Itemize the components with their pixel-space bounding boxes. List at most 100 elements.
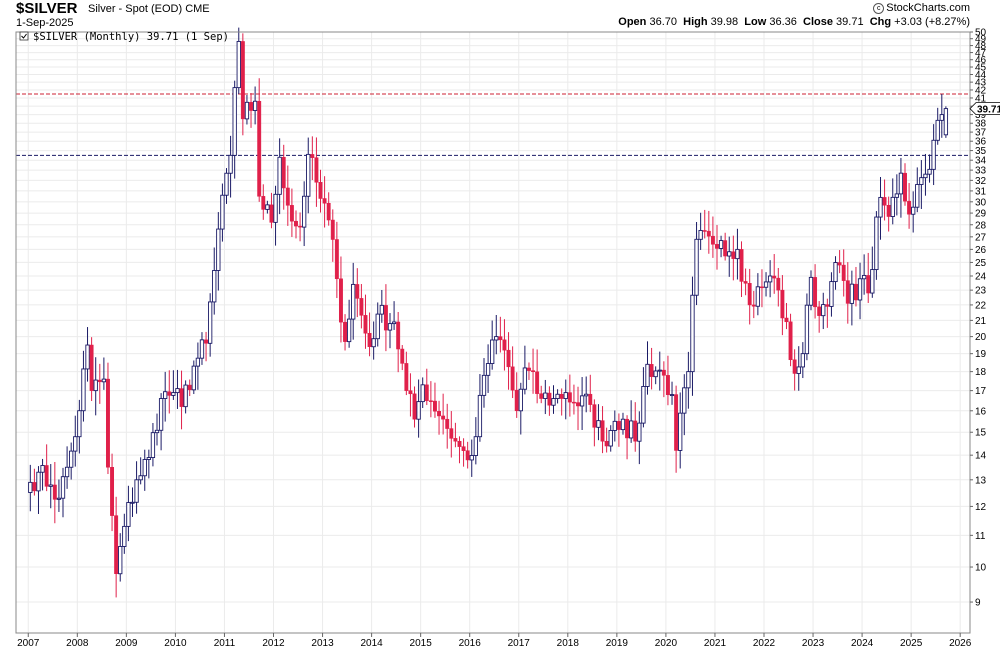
y-tick-label: 39 (975, 110, 987, 121)
y-tick-label: 47 (975, 48, 987, 59)
candle-body (629, 420, 634, 439)
candle-body (371, 338, 376, 348)
candle-body (751, 304, 756, 307)
x-tick-label: 2024 (851, 638, 874, 649)
candle-body (318, 182, 323, 199)
candle-body (346, 318, 352, 343)
y-tick-label: 32 (975, 176, 987, 187)
candle-body (469, 455, 474, 461)
candle-body (69, 450, 74, 468)
candle-body (187, 384, 192, 391)
candle-body (465, 450, 470, 461)
candle-body (616, 421, 621, 430)
candle-body (784, 317, 789, 323)
candle-body (167, 391, 172, 396)
reference-lines (16, 93, 970, 156)
candle-body (28, 481, 33, 493)
low-label: Low (744, 16, 767, 28)
y-tick-label: 45 (975, 63, 987, 74)
y-tick-label: 14 (975, 451, 987, 462)
candle-body (110, 467, 115, 516)
candle-body (142, 459, 147, 477)
candle-body (494, 336, 499, 341)
copyright-icon: c (873, 3, 885, 14)
candle-body (281, 157, 286, 189)
candle-body (416, 401, 421, 420)
candle-body (199, 339, 205, 359)
candle-body (903, 172, 907, 202)
y-tick-label: 43 (975, 78, 987, 89)
candle-body (449, 428, 454, 439)
candle-body (661, 369, 666, 376)
y-tick-label: 26 (975, 245, 987, 256)
candle-body (923, 173, 928, 179)
candle-body (702, 230, 707, 232)
candle-body (453, 438, 458, 442)
candle-body (208, 301, 213, 344)
candle-body (845, 280, 850, 304)
candle-body (620, 418, 626, 431)
candle-body (861, 274, 867, 280)
candle-body (257, 100, 262, 197)
candle-body (608, 430, 613, 447)
candle-body (800, 353, 805, 368)
candle-body (289, 205, 294, 222)
ohlc-readout: Open 36.70 High 39.98 Low 36.36 Close 39… (618, 16, 970, 28)
candle-body (424, 384, 429, 401)
candle-body (216, 228, 221, 271)
candle-body (158, 398, 164, 431)
y-tick-label: 50 (975, 28, 987, 39)
y-tick-label: 15 (975, 428, 987, 439)
open-label: Open (618, 16, 647, 28)
x-tick-label: 2013 (311, 638, 334, 649)
candle-body (915, 184, 920, 208)
last-price-label: 39.71 (977, 105, 1000, 116)
candle-body (412, 393, 417, 420)
candle-body (236, 40, 241, 89)
candle-body (625, 418, 630, 439)
candle-body (244, 101, 250, 120)
x-tick-label: 2016 (459, 638, 482, 649)
x-tick-label: 2020 (655, 638, 678, 649)
candle-body (531, 370, 536, 373)
candle-body (146, 457, 151, 460)
symbol-title: $SILVER (16, 0, 78, 17)
candle-body (252, 100, 258, 111)
candle-body (718, 240, 724, 249)
high-value: 39.98 (710, 16, 739, 28)
candle-body (535, 371, 540, 394)
y-tick-label: 21 (975, 316, 987, 327)
candle-body (804, 304, 810, 355)
candle-body (833, 262, 838, 283)
candle-body (735, 248, 740, 260)
candle-body (134, 479, 139, 503)
candle-body (400, 348, 405, 364)
candle-body (882, 197, 887, 206)
open-value: 36.70 (649, 16, 677, 28)
candle-body (792, 359, 797, 374)
candle-body (179, 388, 184, 407)
candle-body (445, 418, 450, 429)
candle-body (551, 398, 556, 406)
candle-body (866, 275, 871, 294)
symbol-description: Silver - Spot (EOD) CME (88, 3, 210, 15)
candle-body (204, 339, 209, 344)
candle-body (694, 238, 699, 296)
y-tick-label: 12 (975, 502, 987, 513)
legend-checkbox-icon[interactable] (19, 31, 29, 41)
candle-body (64, 466, 70, 478)
y-tick-label: 30 (975, 197, 987, 208)
candle-body (686, 371, 691, 389)
chg-value: +3.03 (+8.27%) (894, 16, 970, 28)
candle-body (780, 289, 785, 319)
candle-body (829, 281, 834, 307)
candle-body (690, 294, 695, 373)
candle-body (559, 394, 564, 399)
candle-body (898, 172, 904, 195)
candle-body (367, 332, 372, 347)
candle-body (943, 108, 949, 136)
candles-group (28, 27, 949, 598)
candle-body (796, 366, 801, 374)
candle-body (767, 275, 773, 283)
